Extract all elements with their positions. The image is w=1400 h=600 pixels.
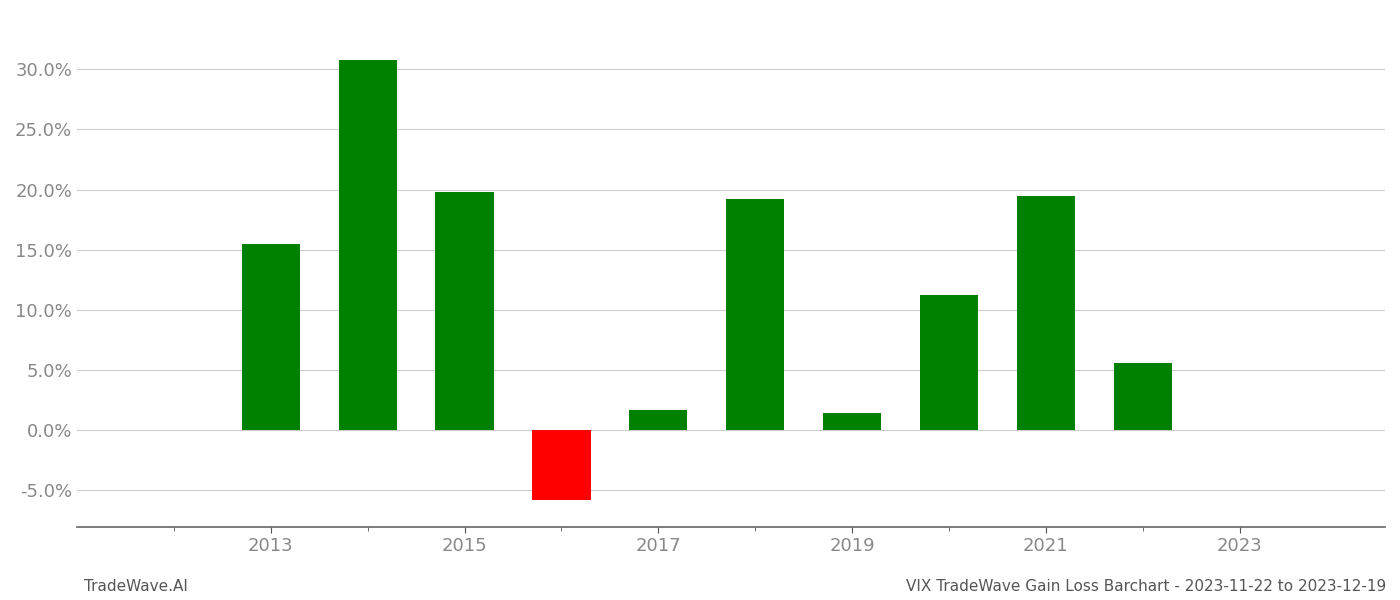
Bar [727,199,784,430]
Bar [242,244,300,430]
Bar [1114,363,1172,430]
Bar [823,413,881,430]
Bar [920,295,979,430]
Bar [1016,196,1075,430]
Bar [532,430,591,500]
Bar [435,192,494,430]
Text: TradeWave.AI: TradeWave.AI [84,579,188,594]
Bar [629,410,687,430]
Text: VIX TradeWave Gain Loss Barchart - 2023-11-22 to 2023-12-19: VIX TradeWave Gain Loss Barchart - 2023-… [906,579,1386,594]
Bar [339,59,396,430]
